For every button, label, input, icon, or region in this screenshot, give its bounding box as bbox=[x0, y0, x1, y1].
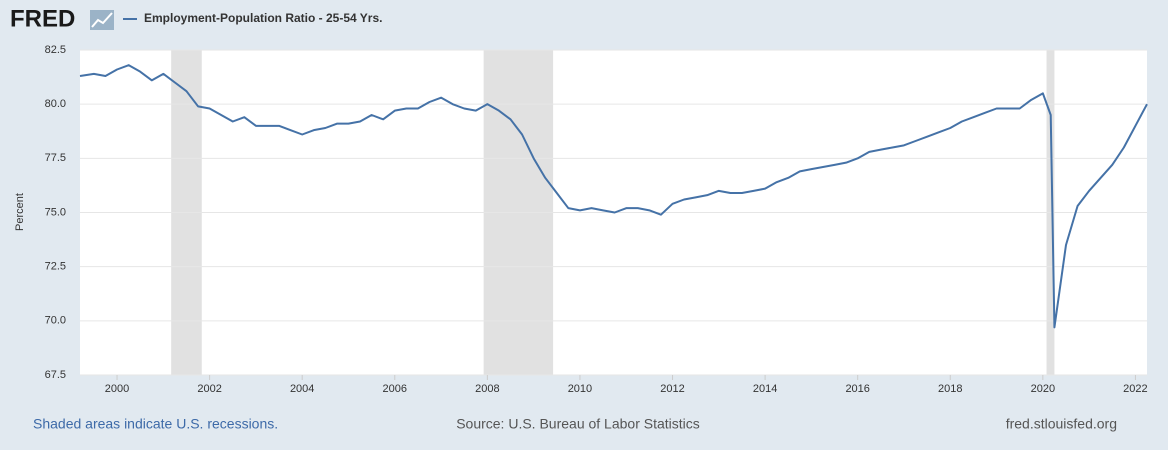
y-tick-label: 80.0 bbox=[45, 98, 66, 110]
y-tick-label: 82.5 bbox=[45, 44, 66, 56]
recession-note[interactable]: Shaded areas indicate U.S. recessions. bbox=[33, 416, 278, 432]
source: Source: U.S. Bureau of Labor Statistics bbox=[456, 416, 700, 432]
y-axis-label: Percent bbox=[14, 193, 26, 231]
x-tick-label: 2004 bbox=[290, 383, 314, 395]
x-tick-label: 2006 bbox=[383, 383, 407, 395]
x-tick-label: 2016 bbox=[845, 383, 869, 395]
logo-text[interactable]: FRED bbox=[10, 5, 75, 32]
x-tick-label: 2022 bbox=[1123, 383, 1147, 395]
x-tick-label: 2020 bbox=[1031, 383, 1055, 395]
y-tick-label: 70.0 bbox=[45, 315, 66, 327]
y-tick-label: 67.5 bbox=[45, 369, 66, 381]
logo-icon bbox=[90, 10, 114, 30]
x-tick-label: 2012 bbox=[660, 383, 684, 395]
y-tick-label: 72.5 bbox=[45, 261, 66, 273]
y-tick-label: 77.5 bbox=[45, 152, 66, 164]
x-tick-label: 2002 bbox=[197, 383, 221, 395]
x-tick-label: 2008 bbox=[475, 383, 499, 395]
x-tick-label: 2018 bbox=[938, 383, 962, 395]
x-tick-label: 2014 bbox=[753, 383, 777, 395]
site-link[interactable]: fred.stlouisfed.org bbox=[1006, 416, 1117, 432]
y-tick-label: 75.0 bbox=[45, 206, 66, 218]
legend-label: Employment-Population Ratio - 25-54 Yrs. bbox=[144, 11, 383, 25]
series-line bbox=[79, 64, 1148, 329]
x-tick-label: 2000 bbox=[105, 383, 129, 395]
x-tick-label: 2010 bbox=[568, 383, 592, 395]
